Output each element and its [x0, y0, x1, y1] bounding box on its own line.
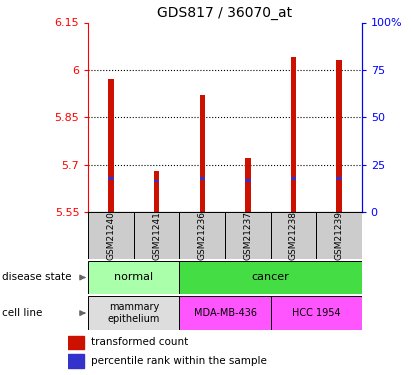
Bar: [109, 177, 114, 180]
Bar: [68, 354, 84, 368]
Bar: [270, 212, 316, 259]
Text: cancer: cancer: [252, 273, 289, 282]
Bar: [134, 212, 180, 259]
Bar: [245, 179, 251, 182]
Text: cell line: cell line: [2, 308, 42, 318]
Bar: [336, 60, 342, 212]
Text: HCC 1954: HCC 1954: [292, 308, 340, 318]
Text: MDA-MB-436: MDA-MB-436: [194, 308, 256, 318]
Bar: [180, 212, 225, 259]
Bar: [180, 296, 270, 330]
Text: GSM21239: GSM21239: [335, 211, 344, 260]
Title: GDS817 / 36070_at: GDS817 / 36070_at: [157, 6, 293, 20]
Bar: [68, 336, 84, 349]
Text: disease state: disease state: [2, 273, 72, 282]
Bar: [199, 95, 205, 212]
Text: GSM21240: GSM21240: [106, 211, 115, 260]
Bar: [88, 261, 180, 294]
Bar: [154, 180, 159, 182]
Bar: [225, 212, 270, 259]
Bar: [245, 158, 251, 212]
Text: GSM21238: GSM21238: [289, 211, 298, 260]
Bar: [291, 177, 296, 180]
Bar: [180, 261, 362, 294]
Text: GSM21241: GSM21241: [152, 211, 161, 260]
Bar: [88, 212, 134, 259]
Bar: [336, 177, 342, 180]
Text: GSM21237: GSM21237: [243, 211, 252, 260]
Text: transformed count: transformed count: [91, 338, 188, 347]
Text: mammary
epithelium: mammary epithelium: [108, 302, 160, 324]
Text: normal: normal: [114, 273, 153, 282]
Text: percentile rank within the sample: percentile rank within the sample: [91, 356, 267, 366]
Bar: [270, 296, 362, 330]
Bar: [199, 177, 205, 180]
Bar: [291, 57, 296, 212]
Bar: [88, 296, 180, 330]
Bar: [316, 212, 362, 259]
Bar: [109, 80, 114, 212]
Text: GSM21236: GSM21236: [198, 211, 207, 260]
Bar: [154, 171, 159, 212]
